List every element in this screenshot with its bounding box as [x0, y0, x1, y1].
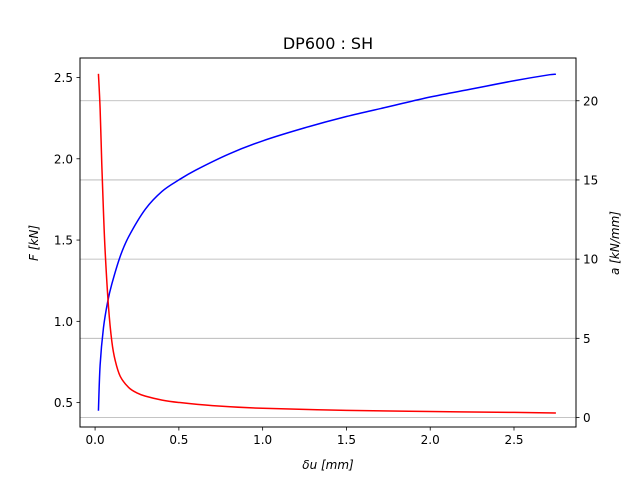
y-right-axis-label: a [kN/mm] — [608, 211, 622, 275]
x-tick-label: 0.0 — [86, 433, 105, 447]
series-line-stiffness — [97, 73, 556, 414]
y-right-tick-label: 5 — [583, 332, 591, 346]
series-group — [97, 73, 556, 414]
y-right-tick-label: 10 — [583, 253, 598, 267]
x-axis-ticks: 0.0 0.5 1.0 1.5 2.0 2.5 — [86, 427, 524, 447]
y-left-axis-ticks: 0.5 1.0 1.5 2.0 2.5 — [54, 71, 80, 410]
y-left-tick-label: 1.0 — [54, 315, 73, 329]
x-axis-label: δu [mm] — [302, 458, 354, 472]
series-line-force — [97, 73, 556, 411]
y-right-axis-ticks: 0 5 10 15 20 — [576, 94, 598, 425]
chart-title: DP600 : SH — [283, 34, 373, 53]
x-tick-label: 1.0 — [253, 433, 272, 447]
y-left-tick-label: 2.5 — [54, 71, 73, 85]
y-left-axis-label: F [kN] — [27, 225, 41, 261]
x-tick-label: 2.0 — [421, 433, 440, 447]
grid-lines — [80, 100, 576, 418]
y-right-tick-label: 0 — [583, 411, 591, 425]
plot-frame — [79, 57, 577, 428]
y-left-tick-label: 0.5 — [54, 396, 73, 410]
y-right-tick-label: 20 — [583, 94, 598, 108]
x-tick-label: 2.5 — [504, 433, 523, 447]
x-tick-label: 1.5 — [337, 433, 356, 447]
y-left-tick-label: 2.0 — [54, 152, 73, 166]
y-left-tick-label: 1.5 — [54, 234, 73, 248]
y-right-tick-label: 15 — [583, 173, 598, 187]
x-tick-label: 0.5 — [169, 433, 188, 447]
